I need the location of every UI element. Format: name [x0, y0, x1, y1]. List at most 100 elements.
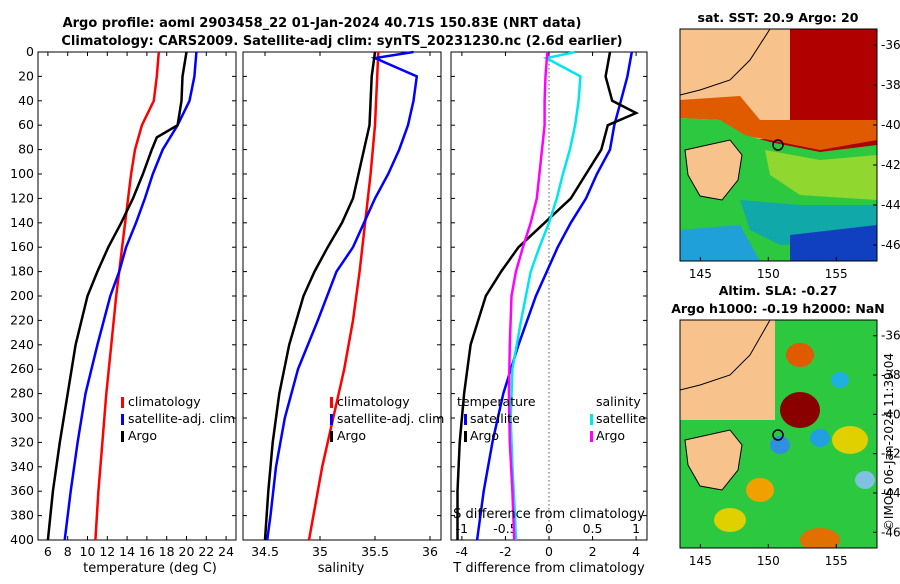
- sst-map: sat. SST: 20.9 Argo: 20 145 150 155 -36 -38 -…: [679, 10, 900, 281]
- xtick-label: 4: [632, 544, 640, 559]
- xtick-label: 24: [218, 544, 234, 559]
- ytick-label: 220: [10, 312, 34, 327]
- map-ytick-label: -44: [881, 198, 900, 212]
- series-line-climatology: [307, 51, 380, 541]
- legend-s-argo: Argo: [596, 428, 625, 443]
- ytick-label: 320: [10, 434, 34, 449]
- difference-legend: temperature salinity satellite Argo sate…: [457, 394, 646, 443]
- map-xtick-label: 145: [689, 267, 712, 281]
- temperature-legend-satellite: satellite-adj. clim: [128, 411, 235, 426]
- ytick-label: 380: [10, 508, 34, 523]
- legend-t-argo-marker: [464, 431, 467, 442]
- ytick-label: 260: [10, 361, 34, 376]
- ytick-label: 360: [10, 483, 34, 498]
- temperature-legend-climatology: climatology: [128, 394, 201, 409]
- ytick-label: 40: [18, 93, 34, 108]
- xtick-label: -2: [499, 544, 511, 559]
- ytick-label: 300: [10, 410, 34, 425]
- top-xtick-label: 0.5: [583, 521, 603, 536]
- xtick-label: 36: [422, 544, 438, 559]
- series-line-t-argo: [456, 51, 640, 540]
- series-line-argo: [46, 51, 188, 541]
- series-line-climatology: [94, 51, 161, 541]
- top-xtick-label: -0.5: [493, 521, 517, 536]
- ytick-label: 160: [10, 239, 34, 254]
- series-line-s-argo: [507, 51, 549, 541]
- series-line-s-satellite: [509, 50, 582, 541]
- salinity-legend-argo-marker: [330, 431, 333, 442]
- map-ytick-label: -36: [881, 38, 900, 52]
- map-ytick-label: -46: [881, 525, 900, 539]
- sst-map-title: sat. SST: 20.9 Argo: 20: [698, 10, 859, 25]
- ytick-label: 0: [26, 44, 34, 59]
- legend-title-temperature: temperature: [457, 394, 536, 409]
- temperature-legend-climatology-marker: [121, 397, 124, 408]
- legend-t-argo: Argo: [470, 428, 499, 443]
- xtick-label: 18: [159, 544, 175, 559]
- ytick-label: 200: [10, 288, 34, 303]
- map-ytick-label: -38: [881, 368, 900, 382]
- map-ytick-label: -38: [881, 78, 900, 92]
- difference-xlabel: T difference from climatology: [452, 561, 645, 576]
- ytick-label: 240: [10, 337, 34, 352]
- ytick-label: 60: [18, 117, 34, 132]
- temperature-legend-satellite-marker: [121, 414, 124, 425]
- ytick-label: 280: [10, 386, 34, 401]
- map-xtick-label: 150: [757, 554, 780, 568]
- series-line-argo: [263, 51, 377, 541]
- sla-map-title-line1: Altim. SLA: -0.27: [719, 283, 838, 298]
- map-ytick-label: -40: [881, 118, 900, 132]
- temperature-axes-box: [37, 51, 237, 541]
- xtick-label: 35.5: [361, 544, 389, 559]
- sla-argo-location-marker: [772, 429, 784, 441]
- top-xtick-label: -1: [456, 521, 468, 536]
- series-line-satellite-adj-clim: [265, 50, 419, 541]
- map-ytick-label: -36: [881, 329, 900, 343]
- salinity-legend-climatology: climatology: [337, 394, 410, 409]
- ytick-label: 140: [10, 215, 34, 230]
- ytick-label: 100: [10, 166, 34, 181]
- map-ytick-label: -42: [881, 158, 900, 172]
- xtick-label: 8: [64, 544, 72, 559]
- difference-top-xlabel: S difference from climatology: [453, 507, 645, 522]
- map-xtick-label: 155: [825, 554, 848, 568]
- sla-map-field: [680, 320, 877, 548]
- xtick-label: 35: [312, 544, 328, 559]
- xtick-label: 16: [139, 544, 155, 559]
- legend-s-satellite-marker: [590, 414, 593, 425]
- sst-argo-location-marker: [772, 139, 784, 151]
- series-line-t-satellite: [475, 51, 634, 541]
- xtick-label: 6: [44, 544, 52, 559]
- xtick-label: 0: [545, 544, 553, 559]
- xtick-label: 12: [99, 544, 115, 559]
- series-line-satellite-adj-clim: [63, 51, 198, 541]
- map-xtick-label: 145: [689, 554, 712, 568]
- salinity-legend-argo: Argo: [337, 428, 366, 443]
- temperature-xlabel: temperature (deg C): [83, 561, 217, 576]
- legend-t-satellite-marker: [464, 414, 467, 425]
- ytick-label: 180: [10, 264, 34, 279]
- xtick-label: 2: [589, 544, 597, 559]
- sst-map-field: [680, 29, 877, 261]
- legend-s-satellite: satellite: [596, 411, 646, 426]
- map-ytick-label: -42: [881, 447, 900, 461]
- salinity-legend-climatology-marker: [330, 397, 333, 408]
- top-xtick-label: 0: [545, 521, 553, 536]
- ytick-label: 20: [18, 68, 34, 83]
- ytick-label: 80: [18, 142, 34, 157]
- temperature-legend-argo: Argo: [128, 428, 157, 443]
- temperature-profile-chart: 6 8 10 12 14 16 18 20 22 240204060801001201401601…: [10, 44, 237, 576]
- legend-title-salinity: salinity: [596, 394, 641, 409]
- salinity-xlabel: salinity: [318, 561, 365, 576]
- ytick-label: 340: [10, 459, 34, 474]
- xtick-label: 14: [119, 544, 135, 559]
- salinity-legend-satellite-marker: [330, 414, 333, 425]
- xtick-label: 20: [179, 544, 195, 559]
- xtick-label: 34.5: [251, 544, 279, 559]
- map-ytick-label: -40: [881, 407, 900, 421]
- map-ytick-label: -44: [881, 486, 900, 500]
- top-xtick-label: 1: [632, 521, 640, 536]
- salinity-axes-box: [242, 51, 442, 541]
- difference-profile-chart: -4 -2 0 2 4 -1 -0.5 0 0.5 1 T difference from cli…: [450, 50, 648, 576]
